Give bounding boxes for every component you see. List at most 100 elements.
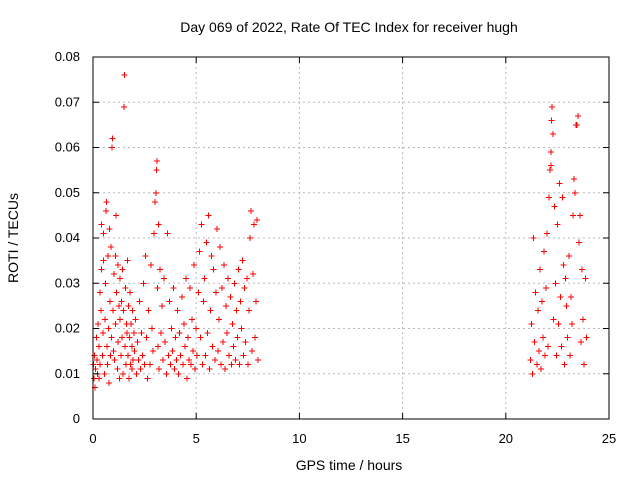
x-axis-label: GPS time / hours <box>296 457 403 473</box>
data-point <box>562 275 569 282</box>
data-point <box>221 262 228 269</box>
data-point <box>175 370 182 377</box>
data-point <box>552 280 559 287</box>
data-point <box>229 320 236 327</box>
data-point <box>112 320 119 327</box>
data-point <box>116 316 123 323</box>
data-point <box>128 343 135 350</box>
data-point <box>126 334 133 341</box>
data-point <box>135 357 142 364</box>
data-point <box>254 216 261 223</box>
data-point <box>120 307 127 314</box>
data-point <box>167 361 174 368</box>
data-point <box>157 266 164 273</box>
data-point <box>235 266 242 273</box>
data-point <box>574 121 581 128</box>
data-point <box>575 112 582 119</box>
data-point <box>134 339 141 346</box>
data-point <box>115 339 122 346</box>
data-point <box>93 334 100 341</box>
data-point <box>154 284 161 291</box>
data-point <box>535 348 542 355</box>
data-point <box>149 348 156 355</box>
data-point <box>548 117 555 124</box>
data-point <box>117 275 124 282</box>
data-point <box>142 253 149 260</box>
data-point <box>147 262 154 269</box>
data-point <box>555 320 562 327</box>
data-point <box>107 352 114 359</box>
data-point <box>533 361 540 368</box>
data-point <box>120 103 127 110</box>
data-point <box>139 352 146 359</box>
data-point <box>96 343 103 350</box>
plot-area <box>90 72 590 391</box>
data-point <box>198 221 205 228</box>
data-point <box>95 320 102 327</box>
data-point <box>112 253 119 260</box>
data-point <box>119 266 126 273</box>
data-point <box>160 357 167 364</box>
data-point <box>528 320 535 327</box>
data-point <box>207 307 214 314</box>
data-point <box>179 361 186 368</box>
data-point <box>100 257 107 264</box>
data-point <box>124 257 131 264</box>
data-point <box>534 307 541 314</box>
data-point <box>564 334 571 341</box>
data-point <box>131 348 138 355</box>
data-point <box>204 330 211 337</box>
data-point <box>153 167 160 174</box>
data-point <box>532 289 539 296</box>
data-point <box>546 194 553 201</box>
data-point <box>580 316 587 323</box>
data-point <box>237 298 244 305</box>
data-point <box>171 366 178 373</box>
data-point <box>118 298 125 305</box>
data-point <box>231 280 238 287</box>
data-point <box>172 334 179 341</box>
data-point <box>100 230 107 237</box>
data-point <box>187 284 194 291</box>
data-point <box>233 307 240 314</box>
data-point <box>215 316 222 323</box>
data-point <box>199 361 206 368</box>
data-point <box>94 357 101 364</box>
data-point <box>245 307 252 314</box>
data-point <box>192 366 199 373</box>
data-point <box>529 370 536 377</box>
data-point <box>547 162 554 169</box>
data-point <box>126 375 133 382</box>
data-point <box>581 361 588 368</box>
data-point <box>253 298 260 305</box>
data-point <box>583 334 590 341</box>
data-point <box>121 343 128 350</box>
y-tick-label: 0.02 <box>55 321 80 336</box>
data-point <box>558 343 565 350</box>
data-point <box>184 334 191 341</box>
data-point <box>114 366 121 373</box>
data-point <box>152 189 159 196</box>
data-point <box>109 135 116 142</box>
x-tick-label: 5 <box>193 431 200 446</box>
data-point <box>537 366 544 373</box>
data-point <box>228 361 235 368</box>
chart-title: Day 069 of 2022, Rate Of TEC Index for r… <box>180 19 517 35</box>
x-tick-label: 0 <box>89 431 96 446</box>
data-point <box>132 316 139 323</box>
data-point <box>110 348 117 355</box>
data-point <box>158 330 165 337</box>
data-point <box>545 343 552 350</box>
data-point <box>244 361 251 368</box>
data-point <box>98 266 105 273</box>
data-point <box>209 343 216 350</box>
data-point <box>220 339 227 346</box>
data-point <box>182 275 189 282</box>
data-point <box>133 370 140 377</box>
data-point <box>188 361 195 368</box>
data-point <box>162 339 169 346</box>
data-point <box>102 280 109 287</box>
data-point <box>125 302 132 309</box>
data-point <box>99 352 106 359</box>
data-point <box>234 334 241 341</box>
